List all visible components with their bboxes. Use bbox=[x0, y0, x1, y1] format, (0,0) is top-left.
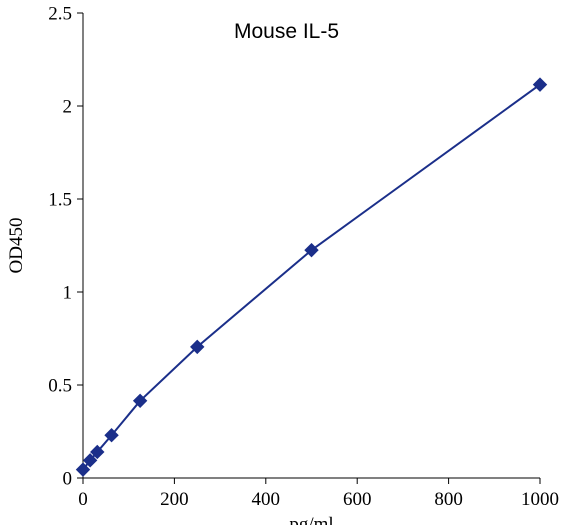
x-tick-label: 600 bbox=[343, 489, 372, 510]
y-tick-label: 1.5 bbox=[48, 190, 72, 211]
x-tick-label: 800 bbox=[434, 489, 463, 510]
y-tick-label: 0 bbox=[63, 469, 73, 490]
y-tick-label: 1 bbox=[63, 283, 73, 304]
chart-svg: 0 200 400 600 800 1000 0 0.5 1 1.5 2 2.5 Mouse IL-5 p… bbox=[0, 0, 562, 525]
chart-title: Mouse IL-5 bbox=[234, 20, 339, 43]
chart-background bbox=[0, 0, 562, 525]
x-tick-label: 200 bbox=[160, 489, 189, 510]
x-axis-label: pg/ml bbox=[289, 514, 333, 525]
x-tick-label: 1000 bbox=[521, 489, 559, 510]
y-tick-label: 2.5 bbox=[48, 4, 72, 25]
x-tick-label: 400 bbox=[252, 489, 281, 510]
y-axis-label: OD450 bbox=[6, 218, 27, 274]
chart-container: 0 200 400 600 800 1000 0 0.5 1 1.5 2 2.5 Mouse IL-5 p… bbox=[0, 0, 562, 525]
x-tick-label: 0 bbox=[78, 489, 88, 510]
y-tick-label: 2 bbox=[63, 97, 73, 118]
y-tick-label: 0.5 bbox=[48, 376, 72, 397]
